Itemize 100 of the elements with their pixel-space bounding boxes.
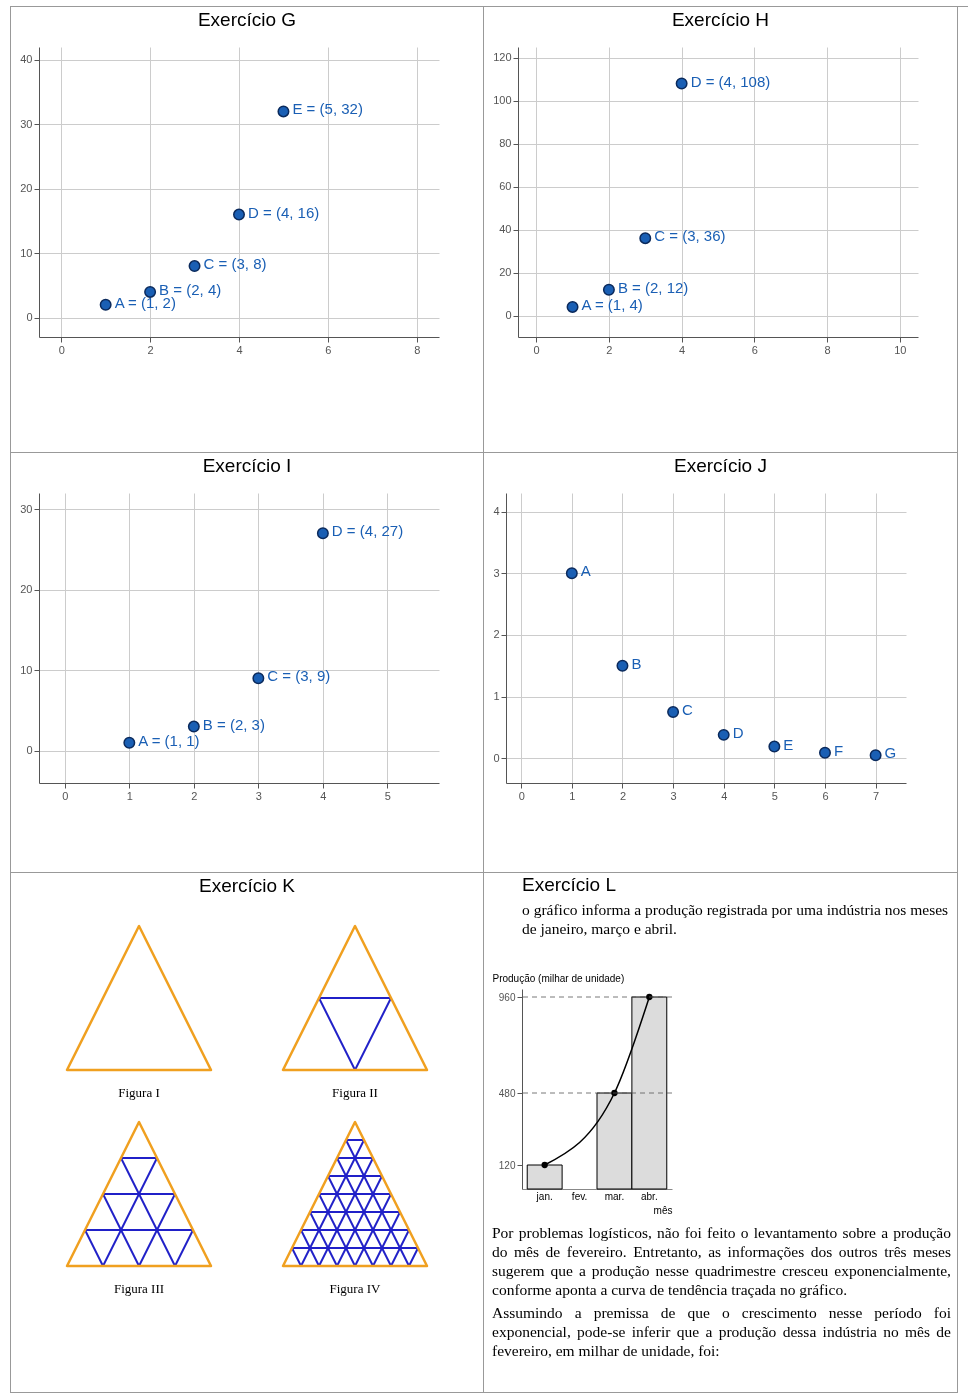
point [277,105,290,118]
y-tick-label: 20 [499,266,512,279]
chart-title: Exercício H [670,8,771,32]
chart-title: Exercício J [673,454,768,478]
point [541,1161,548,1169]
text: Assumindo a premissa de que o crescimento nesse período foi exponencial, pode-se inferir que a produção dessa indústria no mês de fevereiro, em milhar de unidade, foi: [491,1303,952,1360]
point [252,672,265,685]
y-tick-label: 120 [498,1159,516,1171]
x-tick-label: 2 [619,789,627,802]
x-tick-label: 1 [569,789,576,802]
x-tick-label: 4 [320,789,327,802]
point [869,749,882,762]
text: Figura II [331,1085,379,1101]
x-tick-label: 6 [822,789,829,802]
x-tick-label: 6 [325,343,332,356]
data-label: E [783,735,794,753]
data-label: C = (3, 36) [654,227,726,245]
point [566,300,579,313]
y-tick-label: 0 [493,751,500,764]
x-tick-label: 3 [670,789,677,802]
x-tick-label: 10 [894,343,907,356]
y-tick-label: 1 [493,690,500,703]
data-label: B = (2, 4) [159,280,222,298]
data-label: A = (1, 1) [138,731,200,749]
x-tick-label: 4 [721,789,728,802]
point [616,659,629,672]
y-tick-label: 10 [20,663,33,676]
x-tick-label: 8 [824,343,831,356]
x-tick-label: 5 [771,789,778,802]
y-tick-label: 120 [493,51,512,64]
y-tick-label: 0 [505,309,512,322]
point [188,260,201,273]
y-tick-label: 40 [20,53,33,66]
chart-title: Exercício L [522,873,616,895]
data-label: B = (2, 12) [617,278,689,296]
data-label: G [884,744,897,762]
x-tick-label: 4 [679,343,686,356]
x-tick-label: 0 [533,343,540,356]
x-tick-label: mar. [604,1190,625,1202]
y-tick-label: 10 [20,246,33,259]
point [187,720,200,733]
x-tick-label: 3 [255,789,262,802]
point [639,232,652,245]
text: Por problemas logísticos, não foi feito o levantamento sobre a produção do mês de fevereiro. Entretanto, as informações dos outros três meses sugerem que a produção nesse quadrimestre cresceu exponencialmente, conforme aponta a curva de tendência traçada no gráfico. [491,1223,952,1299]
y-tick-label: 60 [499,180,512,193]
data-label: D = (4, 108) [690,72,771,90]
data-label: C [682,701,694,719]
chart-title: Exercício I [201,454,293,478]
point [675,77,688,90]
x-tick-label: 6 [751,343,758,356]
data-label: C = (3, 9) [267,667,331,685]
x-tick-label: 0 [518,789,525,802]
x-tick-label: fev. [571,1190,588,1202]
point [768,740,781,753]
x-tick-label: 5 [384,789,391,802]
point [717,728,730,741]
point [602,283,615,296]
y-axis-title: Produção (milhar de unidade) [492,972,625,984]
point [818,746,831,759]
y-tick-label: 30 [20,502,33,515]
y-tick-label: 3 [493,566,500,579]
x-tick-label: 0 [58,343,65,356]
text: o gráfico informa a produção registrada por uma indústria nos meses de janeiro, março e abril. [522,900,949,937]
x-tick-label: 2 [606,343,613,356]
x-tick-label: 0 [62,789,69,802]
x-tick-label: 7 [873,789,880,802]
y-tick-label: 100 [493,94,512,107]
y-tick-label: 80 [499,137,512,150]
x-tick-label: 2 [191,789,198,802]
x-tick-label: 8 [414,343,421,356]
point [99,298,112,311]
data-label: B = (2, 3) [202,715,265,733]
text: Exercício K [197,874,297,898]
x-tick-label: 1 [126,789,133,802]
y-tick-label: 0 [26,311,33,324]
y-tick-label: 2 [493,628,500,641]
y-tick-label: 0 [26,744,33,757]
y-tick-label: 40 [499,223,512,236]
data-label: D = (4, 16) [248,203,320,221]
y-tick-label: 4 [493,505,500,518]
point [233,208,245,221]
data-label: B [631,654,642,672]
data-label: E = (5, 32) [292,100,363,118]
y-tick-label: 20 [20,583,33,596]
point [144,285,157,298]
x-tick-label: abr. [640,1190,658,1202]
x-axis-title: mês [653,1204,673,1216]
text: Figura III [112,1281,166,1297]
chart-title: Exercício G [196,8,298,32]
y-tick-label: 20 [20,182,33,195]
x-tick-label: 2 [147,343,154,356]
data-label: F [833,741,844,759]
point [316,527,329,540]
data-label: A [580,562,591,580]
data-label: A = (1, 4) [581,295,643,313]
x-tick-label: jan. [535,1190,553,1202]
y-tick-label: 960 [498,991,516,1003]
data-label: D [732,723,744,741]
y-tick-label: 480 [498,1087,516,1099]
text: Figura I [117,1085,161,1101]
